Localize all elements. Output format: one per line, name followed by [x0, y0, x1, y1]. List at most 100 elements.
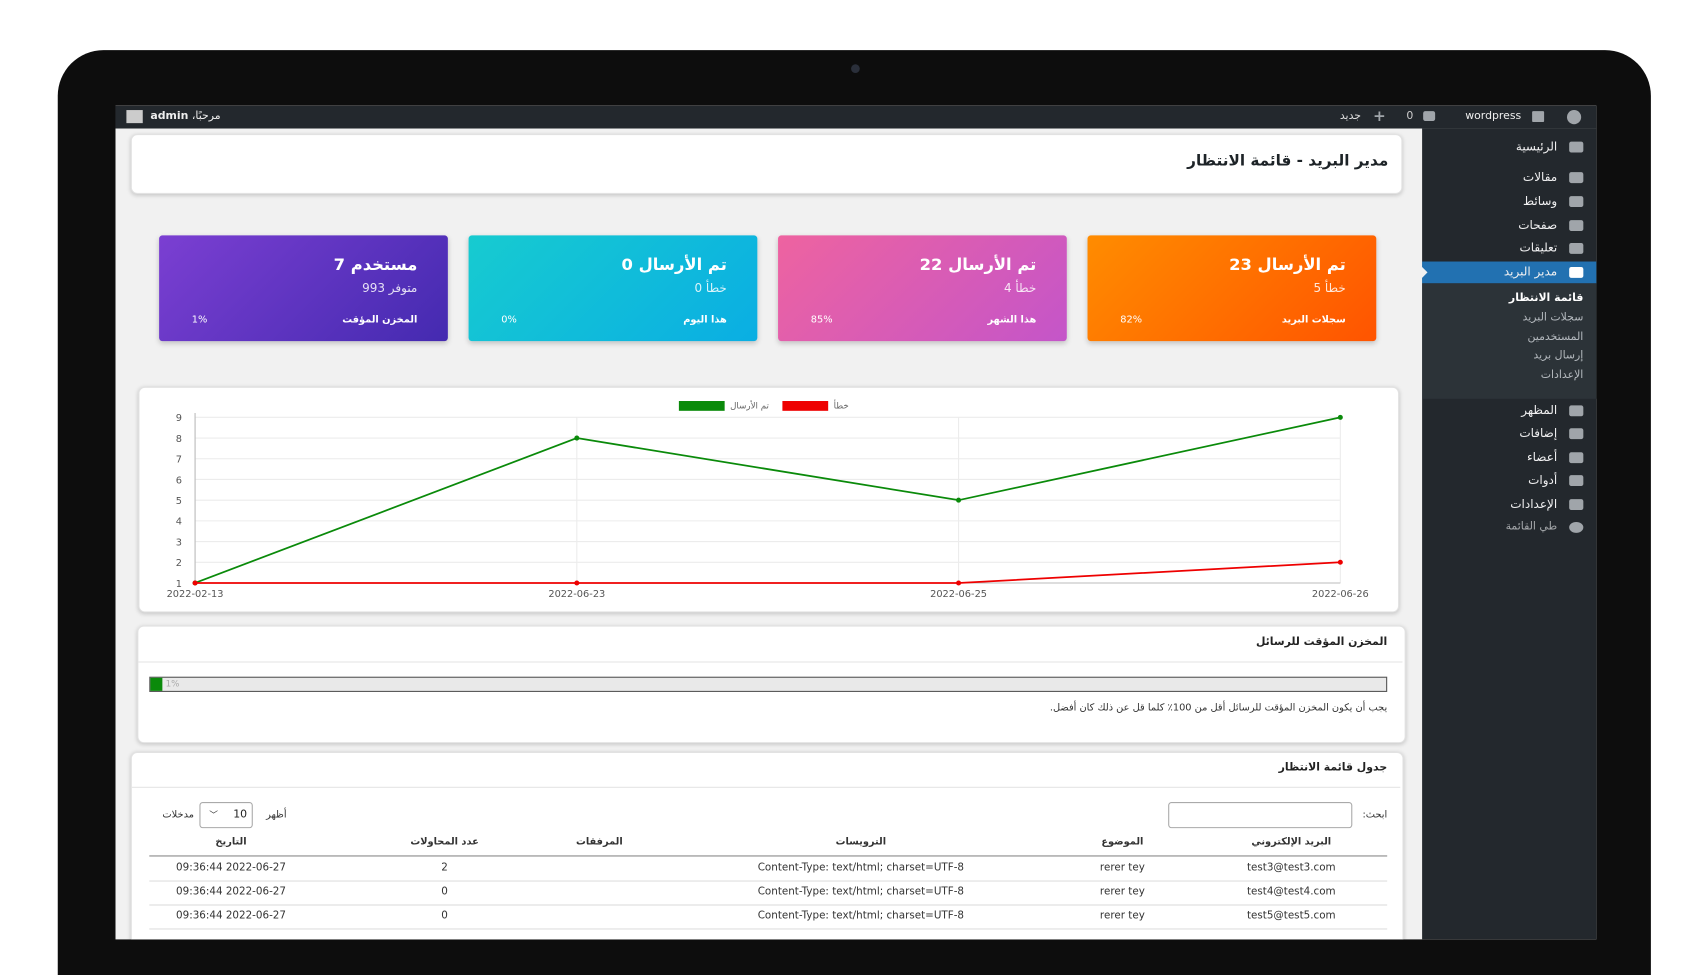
column-header[interactable]: الترويسات	[835, 836, 887, 848]
page-size-value: 10	[233, 808, 248, 821]
greeting[interactable]: مرحبًا، admin	[150, 108, 220, 125]
stat-card: تم الأرسال 22 خطأ 4 هذا الشهر 85%	[778, 235, 1067, 342]
menu-item[interactable]: وسائط	[1522, 193, 1558, 209]
submenu-item[interactable]: المستخدمين	[1527, 331, 1584, 344]
search-input[interactable]	[1168, 802, 1353, 829]
page-title: مدير البريد - قائمة الانتظار	[1187, 152, 1389, 170]
menu-submenu-bg	[1422, 283, 1597, 399]
page-size-select[interactable]: 10 ﹀	[199, 802, 253, 829]
site-name[interactable]: wordpress	[1465, 110, 1522, 123]
data-point	[574, 435, 580, 441]
entries-label: مدخلات	[162, 809, 194, 821]
data-point	[574, 580, 580, 586]
divider	[138, 661, 1403, 663]
x-tick-label: 2022-06-23	[548, 589, 605, 600]
submenu-item[interactable]: سجلات البريد	[1522, 311, 1584, 324]
y-tick-label: 5	[176, 496, 182, 507]
wp-logo[interactable]	[1566, 110, 1582, 125]
data-point	[1337, 559, 1343, 565]
plus-icon: +	[1373, 107, 1386, 126]
progress-label: 1%	[165, 678, 180, 689]
new-link[interactable]: جديد	[1339, 110, 1362, 123]
series-line	[195, 561, 1341, 584]
progress-fill	[150, 677, 163, 691]
menu-icon	[1569, 196, 1584, 208]
submenu-item[interactable]: الإعدادات	[1540, 369, 1584, 382]
show-label: أظهر	[266, 809, 287, 821]
stat-card: تم الأرسال 23 خطأ 5 سجلات البريد 82%	[1087, 235, 1377, 342]
menu-item[interactable]: تعليقات	[1519, 240, 1558, 255]
data-point	[956, 580, 962, 586]
menu-item[interactable]: أعضاء	[1527, 450, 1558, 465]
x-tick-label: 2022-06-26	[1312, 589, 1369, 600]
legend-swatch	[678, 401, 725, 411]
y-tick-label: 1	[176, 579, 182, 590]
home-icon	[1532, 111, 1545, 123]
y-tick-label: 8	[176, 434, 182, 445]
cache-note: يجب أن يكون المخزن المؤقت للرسائل أقل من…	[1049, 702, 1388, 714]
card-footer-value: 82%	[1120, 314, 1143, 326]
y-tick-label: 6	[176, 475, 182, 486]
menu-icon	[1569, 452, 1584, 464]
menu-item[interactable]: صفحات	[1518, 217, 1558, 233]
column-header[interactable]: عدد المحاولات	[410, 836, 479, 848]
menu-icon	[1569, 141, 1584, 153]
menu-icon	[1569, 428, 1584, 440]
comment-count[interactable]: 0	[1406, 110, 1414, 123]
y-tick-label: 7	[176, 455, 182, 466]
table-cell: rerer tey	[1099, 909, 1145, 922]
column-header[interactable]: الموضوع	[1101, 836, 1144, 848]
stat-card: تم الأرسال 0 خطأ 0 هذا اليوم 0%	[468, 235, 758, 342]
menu-item[interactable]: مدير البريد	[1503, 264, 1558, 279]
card-footer-value: 85%	[810, 314, 833, 326]
table-cell: rerer tey	[1099, 885, 1145, 898]
menu-item[interactable]: الإعدادات	[1510, 496, 1558, 512]
data-point	[192, 580, 198, 586]
menu-item[interactable]: مقالات	[1522, 169, 1558, 185]
sidebar: الرئيسية مقالات وسائط صفحات تعليقات مدير البر…	[1420, 128, 1597, 940]
card-subtitle: خطأ 4	[1003, 281, 1037, 296]
y-tick-label: 4	[176, 517, 182, 528]
legend-swatch	[782, 401, 829, 411]
row-rule	[149, 928, 1388, 930]
column-header[interactable]: التاريخ	[215, 836, 247, 848]
admin-bar: wordpress 0 + جديد مرحبًا، admin	[115, 105, 1597, 129]
table-cell: Content-Type: text/html; charset=UTF-8	[757, 909, 965, 922]
menu-icon	[1569, 475, 1584, 487]
column-header[interactable]: المرفقات	[575, 836, 623, 848]
series-line	[194, 416, 1341, 584]
menu-item[interactable]: أدوات	[1528, 472, 1558, 488]
menu-item[interactable]: الرئيسية	[1515, 139, 1558, 154]
card-footer-value: 0%	[501, 314, 517, 326]
menu-item[interactable]: إضافات	[1519, 426, 1558, 441]
chart-panel	[138, 386, 1400, 613]
data-point	[1337, 414, 1343, 420]
card-title: تم الأرسال 23	[1229, 254, 1346, 275]
menu-icon	[1569, 405, 1584, 417]
card-title: مستخدم 7	[333, 254, 418, 275]
menu-active-bg	[1422, 261, 1597, 284]
menu-icon	[1569, 499, 1584, 510]
y-tick-label: 9	[176, 413, 182, 424]
menu-item[interactable]: طي القائمة	[1505, 520, 1558, 533]
card-footer-label: المخزن المؤقت	[342, 314, 418, 326]
card-title: تم الأرسال 0	[621, 254, 727, 275]
avatar	[126, 110, 143, 124]
column-header[interactable]: البريد الإلكتروني	[1251, 836, 1332, 848]
x-tick-label: 2022-02-13	[167, 589, 224, 600]
screen: wordpress 0 + جديد مرحبًا، admin الرئيسية مقا…	[115, 105, 1597, 940]
card-footer-value: 1%	[191, 314, 208, 326]
table-cell: 09:36:44 2022-06-27	[176, 885, 286, 898]
card-title: تم الأرسال 22	[919, 254, 1037, 275]
submenu-item[interactable]: قائمة الانتظار	[1508, 292, 1584, 305]
table-cell: 09:36:44 2022-06-27	[176, 909, 286, 922]
y-tick-label: 2	[176, 558, 182, 569]
camera	[851, 64, 860, 74]
row-rule	[149, 904, 1388, 906]
menu-item[interactable]: المظهر	[1521, 403, 1558, 418]
submenu-item[interactable]: إرسال بريد	[1533, 349, 1584, 362]
user-name: admin	[150, 110, 189, 123]
legend-label: خطأ	[834, 400, 849, 412]
